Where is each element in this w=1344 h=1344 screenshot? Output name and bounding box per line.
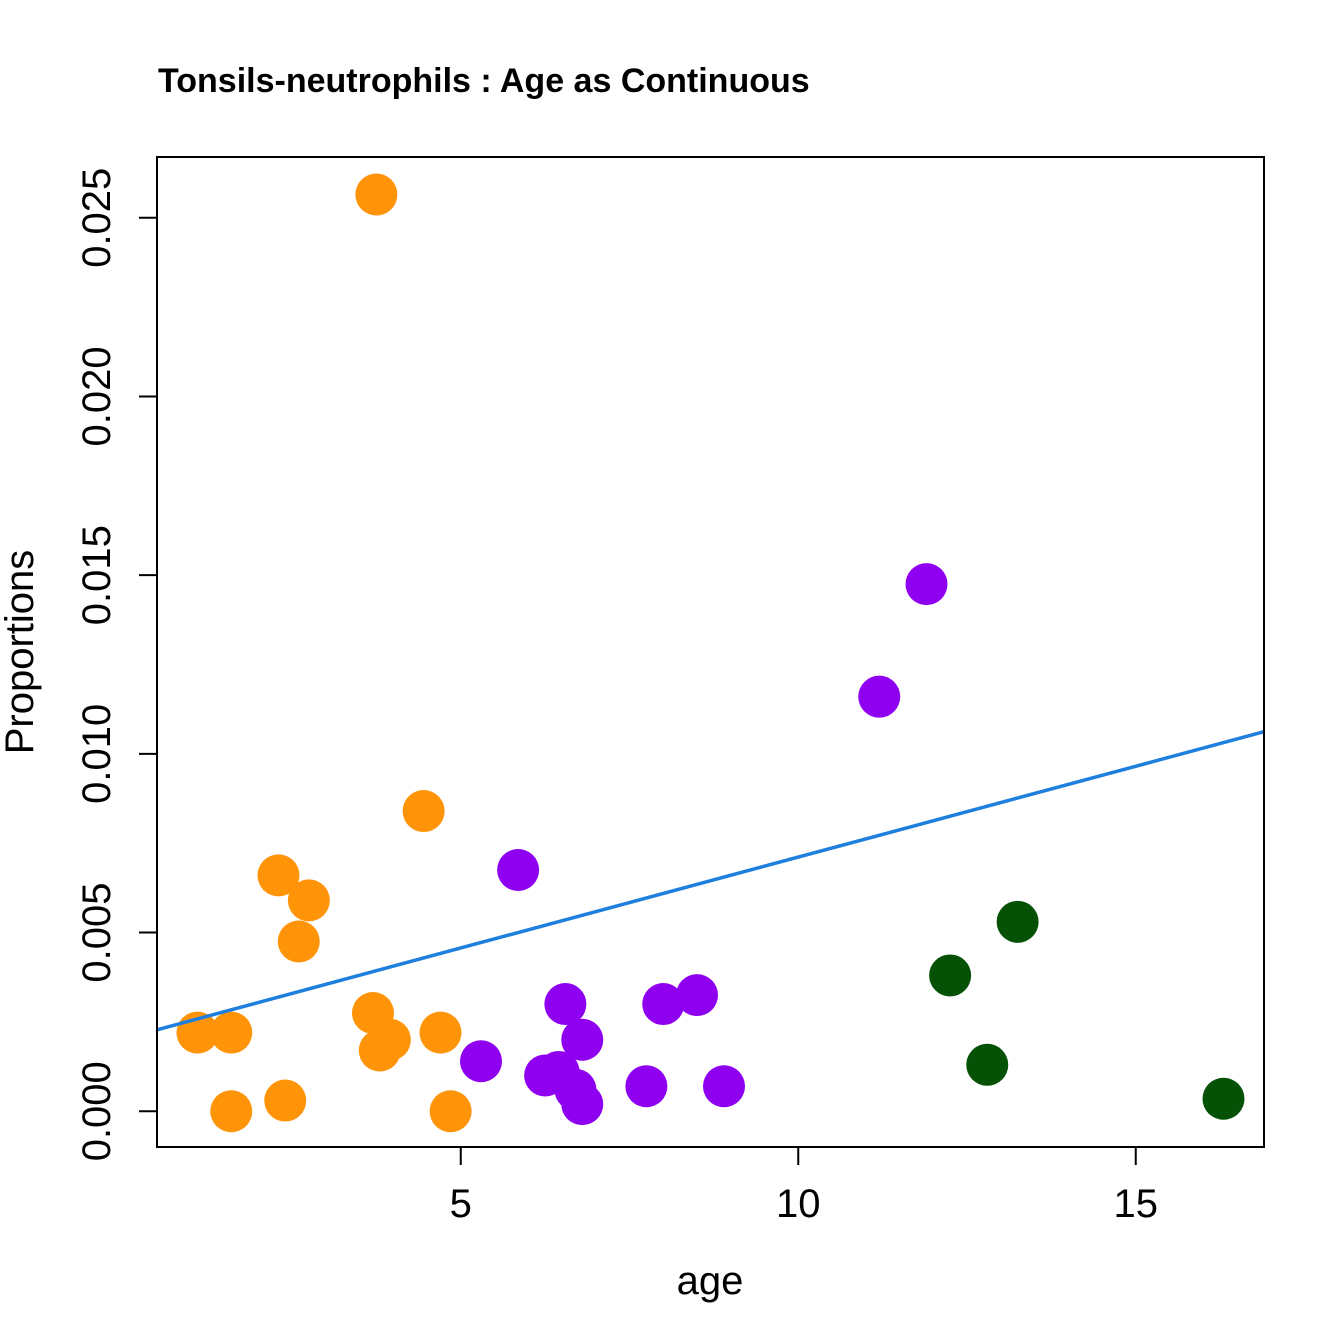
group-purple-point-0 [905, 563, 948, 606]
regression-line [156, 730, 1265, 1032]
group-purple-point-5 [544, 983, 587, 1026]
y-tick-label-4: 0.020 [75, 346, 119, 446]
group-orange-point-4 [277, 920, 320, 963]
group-orange-point-10 [210, 1011, 253, 1054]
group-purple-point-1 [858, 675, 901, 718]
group-darkgreen-point-2 [966, 1043, 1009, 1086]
group-purple-point-6 [561, 1018, 604, 1061]
y-tick-label-2: 0.010 [75, 704, 119, 804]
group-darkgreen-point-3 [1202, 1077, 1245, 1120]
y-tick-label-0: 0.000 [75, 1061, 119, 1161]
x-tick-label-0: 5 [450, 1182, 472, 1226]
group-purple-point-3 [676, 974, 718, 1017]
group-orange-point-0 [355, 173, 398, 216]
group-orange-point-12 [210, 1090, 253, 1133]
y-tick-label-1: 0.005 [75, 883, 119, 983]
y-axis-label: Proportions [0, 550, 42, 755]
x-axis-label: age [677, 1259, 744, 1303]
x-tick-label-1: 10 [776, 1182, 821, 1226]
group-purple-point-12 [625, 1065, 668, 1108]
group-orange-point-3 [287, 879, 330, 922]
y-axis: 0.000 0.005 0.010 0.015 0.020 0.025 [75, 168, 158, 1161]
group-purple-point-11 [561, 1083, 604, 1126]
group-orange-point-7 [358, 1029, 401, 1072]
group-purple-point-13 [703, 1065, 745, 1108]
group-darkgreen-point-0 [996, 900, 1039, 943]
group-orange-point-8 [419, 1011, 462, 1054]
data-marks [156, 173, 1265, 1133]
group-purple-point-2 [497, 849, 540, 892]
group-purple-point-7 [460, 1040, 502, 1083]
group-orange-point-1 [402, 790, 445, 833]
chart-title: Tonsils-neutrophils : Age as Continuous [158, 62, 810, 100]
group-orange-point-13 [429, 1090, 472, 1133]
group-orange-point-2 [257, 854, 300, 897]
x-axis: 5 10 15 [450, 1146, 1159, 1226]
group-purple-point-4 [642, 983, 685, 1026]
group-darkgreen-point-1 [929, 954, 972, 997]
x-tick-label-2: 15 [1114, 1182, 1159, 1226]
y-tick-label-3: 0.015 [75, 525, 119, 625]
group-orange-point-11 [264, 1079, 307, 1122]
y-tick-label-5: 0.025 [75, 168, 119, 268]
